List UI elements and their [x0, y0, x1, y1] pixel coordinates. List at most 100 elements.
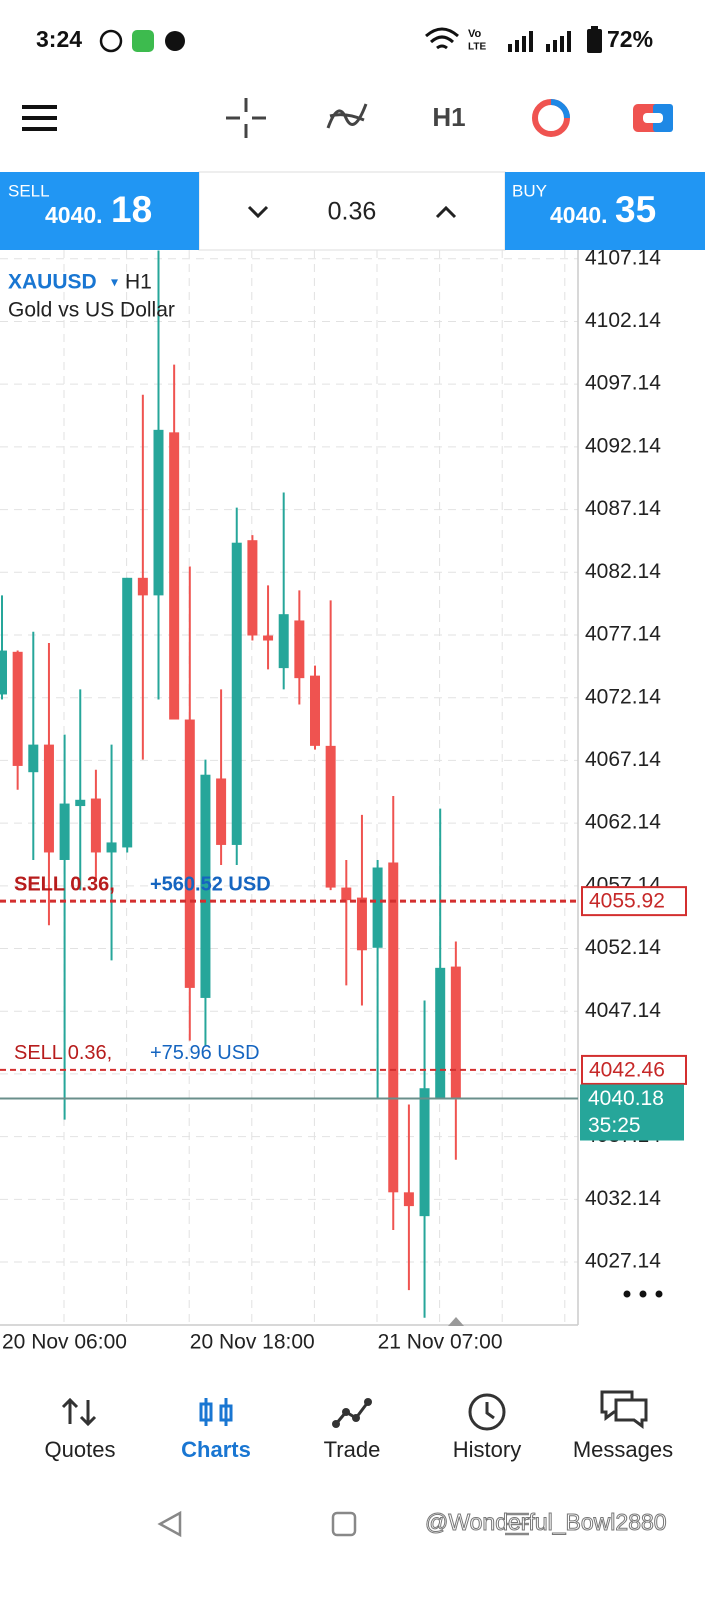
nav-item[interactable]: Charts [181, 1437, 251, 1462]
trade-icon-dot [352, 1414, 360, 1422]
y-tick-label: 4062.14 [585, 811, 661, 834]
candle-body [388, 862, 399, 1193]
volume-up[interactable] [435, 205, 457, 219]
candle-body [75, 799, 86, 807]
y-tick-label: 4092.14 [585, 434, 661, 457]
timeframe-button[interactable]: H1 [432, 102, 465, 132]
nav-item[interactable]: History [453, 1437, 521, 1462]
more-button[interactable] [623, 1290, 663, 1298]
candle-body [90, 798, 101, 853]
menu-button[interactable] [22, 105, 57, 131]
charts-icon-body [219, 1404, 233, 1422]
order-label: SELL 0.36, [14, 873, 115, 895]
sell-button[interactable] [0, 172, 199, 250]
candle-body [372, 867, 383, 948]
y-tick-label: 4052.14 [585, 936, 661, 959]
candle-body [106, 842, 117, 853]
messages-icon [600, 1390, 634, 1421]
x-tick-label: 20 Nov 06:00 [2, 1331, 127, 1354]
candle-body [200, 774, 211, 998]
crosshair-button[interactable] [226, 98, 266, 138]
signal-1 [508, 31, 533, 52]
y-tick-label: 4087.14 [585, 497, 661, 520]
scroll-marker [448, 1317, 464, 1326]
messages-icon-back [614, 1398, 648, 1429]
volume-box [198, 171, 506, 251]
messenger-icon [165, 31, 185, 51]
symbol[interactable]: XAUUSD [8, 271, 97, 294]
candle-body [310, 675, 320, 746]
chart-timeframe: H1 [125, 271, 152, 294]
clock-accent [550, 99, 570, 119]
x-tick-label: 21 Nov 07:00 [378, 1331, 503, 1354]
whatsapp-icon [99, 29, 123, 53]
trade-panel: SELL 4040. 18 0.36 BUY 4040. 35 [0, 171, 705, 251]
candle-body [59, 803, 70, 860]
candle-body [184, 719, 195, 988]
candle-body [450, 966, 461, 1099]
volte-glyph: Vo [468, 28, 482, 40]
trade-icon [334, 1401, 370, 1425]
candle-body [278, 614, 289, 669]
symbol-dropdown[interactable]: ▾ [111, 274, 118, 290]
candle-body [0, 650, 7, 695]
buy-button[interactable] [505, 172, 705, 250]
bid-box [580, 1084, 684, 1141]
indicators-button[interactable] [326, 103, 368, 129]
candle-body [28, 744, 39, 773]
candle-body [216, 778, 227, 845]
y-tick-label: 4027.14 [585, 1250, 661, 1273]
candle-body [247, 540, 258, 636]
chart-overlay: 4027.144032.144037.144042.144047.144052.… [0, 246, 687, 1354]
x-tick-label: 20 Nov 18:00 [190, 1331, 315, 1354]
lte-glyph: LTE [468, 42, 486, 53]
y-tick-label: 4032.14 [585, 1187, 661, 1210]
candle-body [403, 1192, 414, 1207]
buy-price-main: 4040. [550, 202, 608, 228]
wifi-icon [425, 27, 459, 50]
dot [655, 1290, 663, 1298]
status-bar: 3:24 Vo LTE 72% [36, 26, 653, 53]
candle-body [341, 887, 352, 901]
home-button[interactable] [331, 1511, 357, 1537]
volume-value[interactable]: 0.36 [328, 198, 377, 226]
quotes-icon [61, 1397, 97, 1427]
back-button[interactable] [157, 1510, 182, 1538]
candle-body [263, 635, 274, 641]
bar-timer: 35:25 [588, 1114, 641, 1137]
trade-icon-dot [332, 1420, 340, 1428]
y-tick-label: 4067.14 [585, 748, 661, 771]
recents-button[interactable] [505, 1512, 529, 1536]
chart [0, 250, 578, 1325]
y-tick-label: 4107.14 [585, 246, 661, 269]
order-price: 4055.92 [589, 890, 665, 913]
nav-labels: Quotes Charts Trade History Messages [45, 1437, 674, 1462]
sell-price-big: 18 [111, 189, 152, 230]
sell-label: SELL [8, 181, 50, 200]
candle-body [231, 542, 242, 845]
candle-body [419, 1088, 430, 1217]
sell-price-main: 4040. [45, 202, 103, 228]
trade-icon-dot [342, 1408, 350, 1416]
order-profit: +560.52 USD [150, 873, 271, 895]
battery-tip [591, 26, 598, 30]
candle-body [122, 577, 133, 848]
history-icon [468, 1393, 506, 1431]
buy-label: BUY [512, 181, 547, 200]
dot [623, 1290, 631, 1298]
charts-icon-body [199, 1402, 213, 1422]
candle-body [325, 745, 336, 888]
bottom-nav: Quotes Charts Trade History Messages [0, 1360, 720, 1490]
nav-item[interactable]: Trade [324, 1437, 381, 1462]
dot [639, 1290, 647, 1298]
candle-body [43, 744, 54, 853]
volume-down[interactable] [247, 205, 269, 219]
nav-item[interactable]: Quotes [45, 1437, 116, 1462]
nav-background [0, 1360, 720, 1490]
y-tick-label: 4047.14 [585, 999, 661, 1022]
nav-item[interactable]: Messages [573, 1437, 673, 1462]
order-profit: +75.96 USD [150, 1042, 260, 1064]
y-tick-label: 4097.14 [585, 372, 661, 395]
toolbar: H1 [22, 98, 673, 138]
